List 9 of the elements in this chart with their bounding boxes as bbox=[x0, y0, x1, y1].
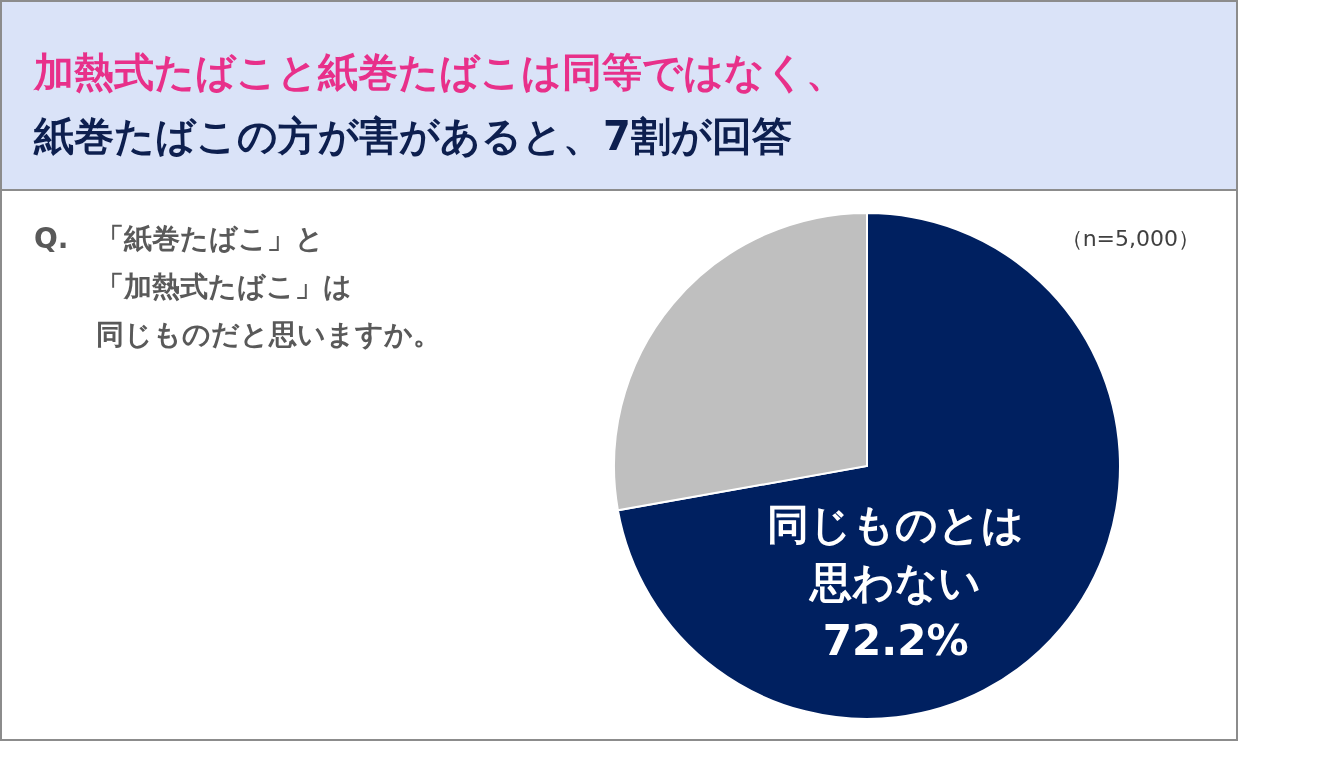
text: 「加熱式たばこ」は bbox=[96, 270, 352, 303]
text: 「紙巻たばこ」と bbox=[96, 222, 324, 255]
text: 同じものだと思いますか。 bbox=[96, 318, 441, 351]
slice-label: 同じものとは思わない bbox=[767, 500, 1025, 608]
text: Q. bbox=[34, 222, 69, 255]
chart-subtitle: 紙巻たばこの方が害があると、7割が回答 bbox=[33, 113, 792, 159]
data-label: 72.2% bbox=[822, 616, 969, 666]
chart-title: 加熱式たばこと紙巻たばこは同等ではなく、 bbox=[33, 49, 846, 95]
text: （n=5,000） bbox=[1060, 226, 1200, 251]
